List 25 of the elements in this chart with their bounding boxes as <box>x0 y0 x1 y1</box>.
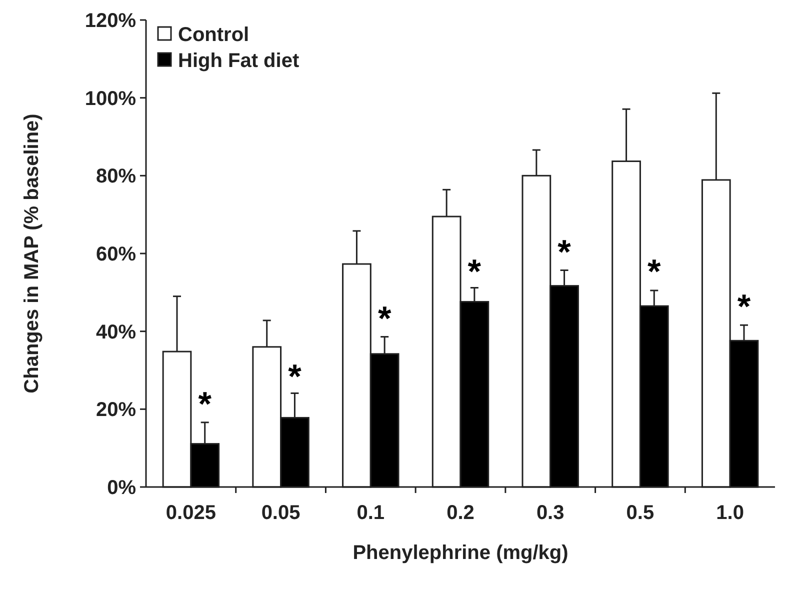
x-tick-label: 0.1 <box>356 502 385 524</box>
annotation: * <box>288 358 302 396</box>
y-tick-label: 40% <box>96 321 136 344</box>
y-axis-title: Changes in MAP (% baseline) <box>21 114 43 394</box>
y-tick-label: 80% <box>96 166 136 188</box>
annotation: * <box>378 300 392 338</box>
x-axis-title: Phenylephrine (mg/kg) <box>352 542 568 564</box>
y-tick-label: 100% <box>84 88 136 110</box>
x-tick-label: 0.05 <box>261 502 300 524</box>
legend-label: Control <box>178 24 250 46</box>
legend-label: High Fat diet <box>178 50 300 72</box>
annotation: * <box>737 288 752 326</box>
x-tick-label: 0.3 <box>536 502 564 524</box>
y-tick-label: 60% <box>96 244 136 266</box>
annotation: * <box>198 385 212 424</box>
y-tick-label: 20% <box>96 399 136 422</box>
x-tick-label: 0.2 <box>446 502 474 524</box>
x-tick-label: 0.5 <box>626 502 654 524</box>
annotation: * <box>558 234 572 272</box>
x-tick-label: 0.025 <box>166 502 216 524</box>
x-tick-label: 1.0 <box>716 502 744 524</box>
annotation: * <box>648 253 662 292</box>
annotation: * <box>468 253 482 292</box>
y-tick-label: 0% <box>107 477 136 499</box>
y-tick-label: 120% <box>84 10 136 32</box>
